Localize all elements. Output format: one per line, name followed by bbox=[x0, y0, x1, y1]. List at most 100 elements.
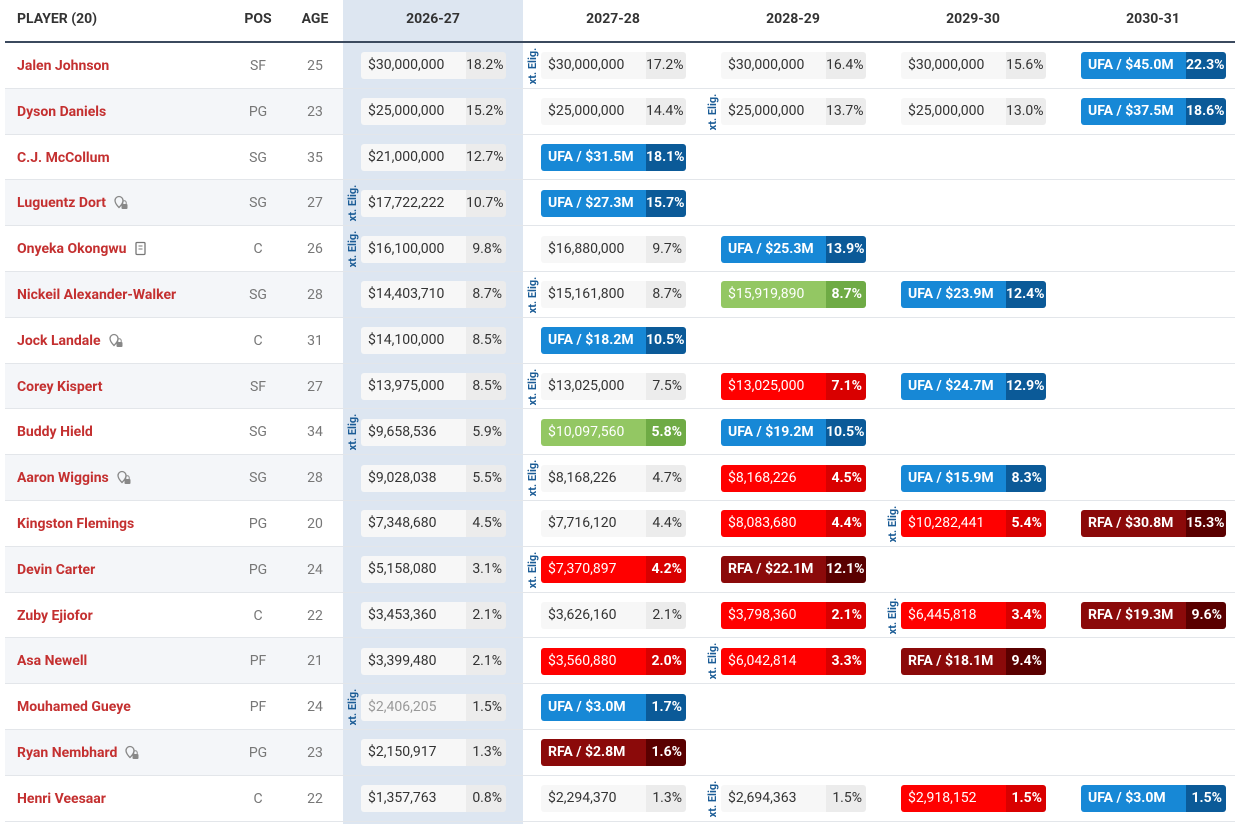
extension-eligible: xt. Elig. bbox=[526, 47, 539, 85]
player-name[interactable]: Ryan Nembhard bbox=[17, 744, 118, 761]
row-rule bbox=[5, 637, 1235, 639]
salary-amount: $6,445,818 bbox=[901, 602, 1006, 629]
salary-amount: $14,403,710 bbox=[361, 281, 466, 309]
cap-percent: 2.1% bbox=[826, 602, 866, 629]
position: C bbox=[253, 607, 263, 624]
cap-percent: 15.3% bbox=[1186, 510, 1226, 538]
cap-percent: 1.3% bbox=[646, 785, 686, 813]
row-stripe bbox=[5, 455, 343, 501]
salary-amount: $9,658,536 bbox=[361, 418, 466, 446]
salary-amount: UFA / $3.0M bbox=[1081, 785, 1186, 813]
salary-amount: $25,000,000 bbox=[901, 98, 1006, 126]
player-name[interactable]: Kingston Flemings bbox=[17, 515, 135, 532]
position: C bbox=[253, 790, 263, 807]
salary-amount: $1,357,763 bbox=[361, 785, 466, 813]
cap-percent: 15.7% bbox=[646, 189, 686, 217]
player-icon bbox=[108, 333, 124, 349]
extension-eligible: xt. Elig. bbox=[706, 780, 719, 818]
current-season-band bbox=[343, 0, 523, 824]
extension-eligible: xt. Elig. bbox=[346, 184, 359, 222]
age: 23 bbox=[307, 744, 323, 761]
season-header: 2029-30 bbox=[946, 11, 1000, 27]
column-header: AGE bbox=[301, 11, 329, 27]
cap-percent: 1.5% bbox=[1186, 785, 1226, 813]
player-name[interactable]: Corey Kispert bbox=[17, 378, 103, 395]
row-rule bbox=[5, 362, 1235, 364]
salary-amount: $3,560,880 bbox=[541, 647, 646, 675]
player-name[interactable]: Devin Carter bbox=[17, 561, 96, 578]
cap-percent: 15.6% bbox=[1006, 52, 1046, 80]
player-name[interactable]: Nickeil Alexander-Walker bbox=[17, 286, 177, 303]
player-name[interactable]: Jalen Johnson bbox=[17, 57, 110, 74]
cap-percent: 17.2% bbox=[646, 52, 686, 80]
row-stripe bbox=[5, 272, 343, 318]
player-name[interactable]: Asa Newell bbox=[17, 653, 88, 670]
cap-percent: 4.4% bbox=[646, 510, 686, 538]
player-name[interactable]: Luguentz Dort bbox=[17, 195, 107, 212]
season-header: 2026-27 bbox=[406, 11, 460, 27]
position: SG bbox=[249, 470, 267, 487]
row-rule bbox=[5, 87, 1235, 89]
player-name[interactable]: Onyeka Okongwu bbox=[17, 241, 127, 258]
player-icon bbox=[113, 195, 129, 211]
salary-amount: UFA / $37.5M bbox=[1081, 98, 1186, 126]
age: 21 bbox=[307, 653, 323, 670]
salary-amount: $7,716,120 bbox=[541, 510, 646, 538]
cap-percent: 3.4% bbox=[1006, 602, 1046, 629]
salary-amount: $15,161,800 bbox=[541, 281, 646, 309]
salary-amount: $30,000,000 bbox=[901, 52, 1006, 80]
player-name[interactable]: Aaron Wiggins bbox=[17, 470, 109, 487]
position: SG bbox=[249, 195, 267, 212]
cap-percent: 18.6% bbox=[1186, 98, 1226, 126]
row-rule bbox=[5, 729, 1235, 730]
cap-percent: 10.5% bbox=[826, 418, 866, 446]
position: SG bbox=[249, 286, 267, 303]
cap-percent: 5.8% bbox=[646, 418, 686, 446]
cap-percent: 4.4% bbox=[826, 510, 866, 538]
age: 22 bbox=[307, 790, 323, 807]
season-header: 2030-31 bbox=[1126, 11, 1180, 27]
cap-percent: 13.0% bbox=[1006, 98, 1046, 126]
player-name[interactable]: Dyson Daniels bbox=[17, 103, 107, 120]
cap-percent: 9.4% bbox=[1006, 647, 1046, 675]
cap-percent: 8.7% bbox=[466, 281, 506, 309]
extension-eligible: xt. Elig. bbox=[346, 413, 359, 451]
salary-amount: UFA / $15.9M bbox=[901, 464, 1006, 492]
cap-percent: 2.1% bbox=[466, 647, 506, 675]
row-rule bbox=[5, 408, 1235, 410]
cap-percent: 8.5% bbox=[466, 327, 506, 355]
extension-eligible: xt. Elig. bbox=[346, 688, 359, 726]
salary-amount: $3,798,360 bbox=[721, 602, 826, 629]
position: PG bbox=[248, 561, 268, 578]
player-name[interactable]: Henri Veesaar bbox=[17, 790, 106, 807]
position: SF bbox=[249, 57, 267, 74]
cap-percent: 16.4% bbox=[826, 52, 866, 80]
salary-amount: UFA / $19.2M bbox=[721, 418, 826, 446]
salary-amount: $13,975,000 bbox=[361, 373, 466, 400]
cap-percent: 4.7% bbox=[646, 464, 686, 492]
player-name[interactable]: Jock Landale bbox=[17, 332, 101, 349]
salary-amount: $25,000,000 bbox=[541, 98, 646, 126]
age: 27 bbox=[307, 378, 323, 395]
salary-amount: RFA / $30.8M bbox=[1081, 510, 1186, 538]
salary-amount: $25,000,000 bbox=[721, 98, 826, 126]
salary-amount: $6,042,814 bbox=[721, 647, 826, 675]
salary-amount: $5,158,080 bbox=[361, 556, 466, 584]
extension-eligible: xt. Elig. bbox=[706, 642, 719, 680]
player-name[interactable]: C.J. McCollum bbox=[17, 149, 110, 166]
player-name[interactable]: Zuby Ejiofor bbox=[17, 607, 93, 624]
header-rule bbox=[5, 41, 1235, 43]
salary-amount: $13,025,000 bbox=[721, 373, 826, 400]
player-name[interactable]: Mouhamed Gueye bbox=[17, 699, 131, 716]
salary-amount: $30,000,000 bbox=[361, 52, 466, 80]
salary-amount: RFA / $22.1M bbox=[721, 556, 826, 584]
salary-amount: $3,399,480 bbox=[361, 647, 466, 675]
player-name[interactable]: Buddy Hield bbox=[17, 424, 93, 441]
cap-percent: 0.8% bbox=[466, 785, 506, 813]
cap-percent: 1.5% bbox=[826, 785, 866, 813]
salary-amount: $2,294,370 bbox=[541, 785, 646, 813]
row-stripe bbox=[5, 638, 343, 685]
cap-percent: 18.2% bbox=[466, 52, 506, 80]
salary-amount: $7,370,897 bbox=[541, 556, 646, 584]
cap-percent: 12.7% bbox=[466, 144, 506, 171]
